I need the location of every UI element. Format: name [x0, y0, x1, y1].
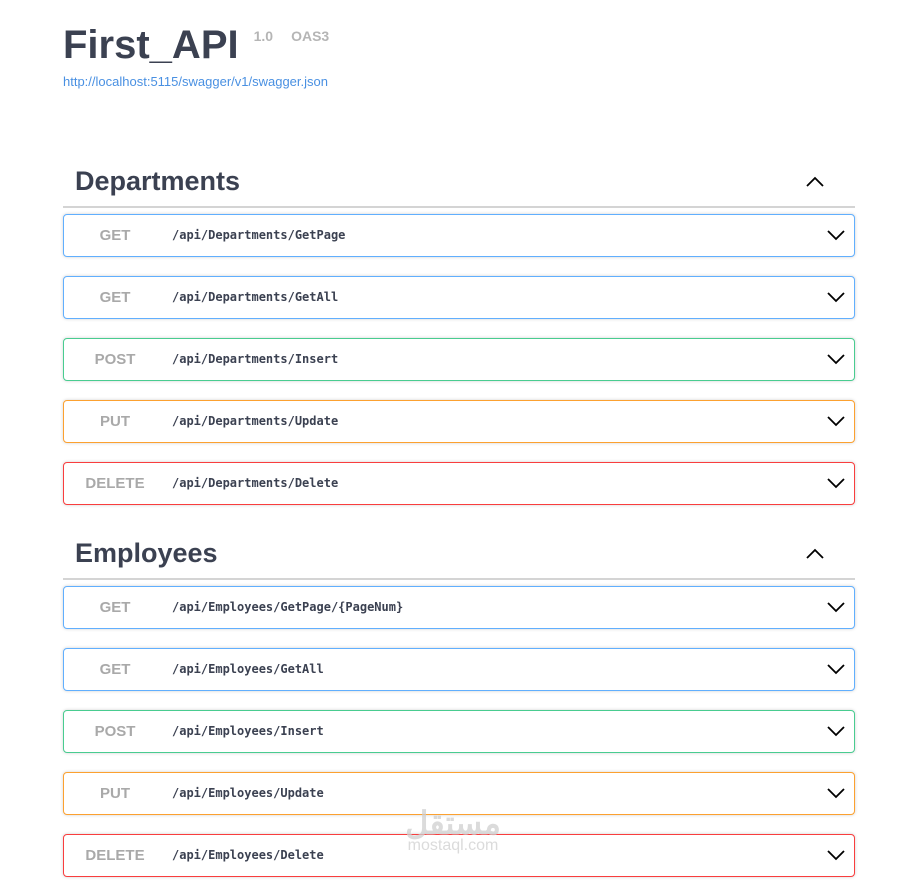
operation-post-employees-insert[interactable]: POST /api/Employees/Insert [63, 710, 855, 753]
method-badge: PUT [100, 413, 130, 430]
operation-get-departments-getpage[interactable]: GET /api/Departments/GetPage [63, 214, 855, 257]
method-badge: GET [99, 599, 131, 616]
operation-put-departments-update[interactable]: PUT /api/Departments/Update [63, 400, 855, 443]
operation-path: /api/Employees/Delete [172, 848, 324, 862]
api-title-row: First_API 1.0 OAS3 [63, 20, 329, 70]
method-badge: POST [94, 351, 136, 368]
operation-get-employees-getpage[interactable]: GET /api/Employees/GetPage/{PageNum} [63, 586, 855, 629]
method-badge: DELETE [85, 847, 145, 864]
method-badge: POST [94, 723, 136, 740]
chevron-down-icon[interactable] [826, 724, 846, 738]
operation-post-departments-insert[interactable]: POST /api/Departments/Insert [63, 338, 855, 381]
spec-json-link[interactable]: http://localhost:5115/swagger/v1/swagger… [63, 74, 328, 89]
operation-delete-employees-delete[interactable]: DELETE /api/Employees/Delete [63, 834, 855, 877]
operation-path: /api/Employees/Update [172, 786, 324, 800]
chevron-down-icon[interactable] [826, 600, 846, 614]
chevron-down-icon[interactable] [826, 228, 846, 242]
operation-put-employees-update[interactable]: PUT /api/Employees/Update [63, 772, 855, 815]
watermark-latin: mostaql.com [407, 837, 499, 854]
chevron-up-icon[interactable] [805, 546, 825, 560]
operation-path: /api/Departments/GetPage [172, 228, 346, 242]
operation-path: /api/Departments/GetAll [172, 290, 339, 304]
section-departments: Departments GET /api/Departments/GetPage… [63, 156, 855, 505]
method-badge: GET [99, 661, 131, 678]
operation-path: /api/Departments/Update [172, 414, 339, 428]
operation-path: /api/Employees/GetPage/{PageNum} [172, 600, 404, 614]
chevron-down-icon[interactable] [826, 352, 846, 366]
method-badge: PUT [100, 785, 130, 802]
section-header-employees[interactable]: Employees [63, 528, 855, 580]
chevron-down-icon[interactable] [826, 786, 846, 800]
api-title: First_API [63, 23, 239, 67]
chevron-up-icon[interactable] [805, 174, 825, 188]
method-badge: GET [99, 227, 131, 244]
operation-path: /api/Departments/Insert [172, 352, 339, 366]
watermark-arabic: مستقل [405, 805, 501, 841]
operation-get-employees-getall[interactable]: GET /api/Employees/GetAll [63, 648, 855, 691]
method-badge: GET [99, 289, 131, 306]
operation-path: /api/Employees/GetAll [172, 662, 324, 676]
watermark: مستقل mostaql.com [398, 805, 508, 854]
section-title: Departments [75, 166, 241, 196]
operation-path: /api/Employees/Insert [172, 724, 324, 738]
chevron-down-icon[interactable] [826, 414, 846, 428]
section-header-departments[interactable]: Departments [63, 156, 855, 208]
chevron-down-icon[interactable] [826, 290, 846, 304]
api-version-badge: 1.0 [253, 28, 274, 44]
chevron-down-icon[interactable] [826, 662, 846, 676]
section-employees: Employees GET /api/Employees/GetPage/{Pa… [63, 528, 855, 877]
operation-path: /api/Departments/Delete [172, 476, 339, 490]
chevron-down-icon[interactable] [826, 848, 846, 862]
section-title: Employees [75, 538, 218, 568]
oas-badge: OAS3 [291, 28, 330, 44]
chevron-down-icon[interactable] [826, 476, 846, 490]
operation-get-departments-getall[interactable]: GET /api/Departments/GetAll [63, 276, 855, 319]
operation-delete-departments-delete[interactable]: DELETE /api/Departments/Delete [63, 462, 855, 505]
method-badge: DELETE [85, 475, 145, 492]
